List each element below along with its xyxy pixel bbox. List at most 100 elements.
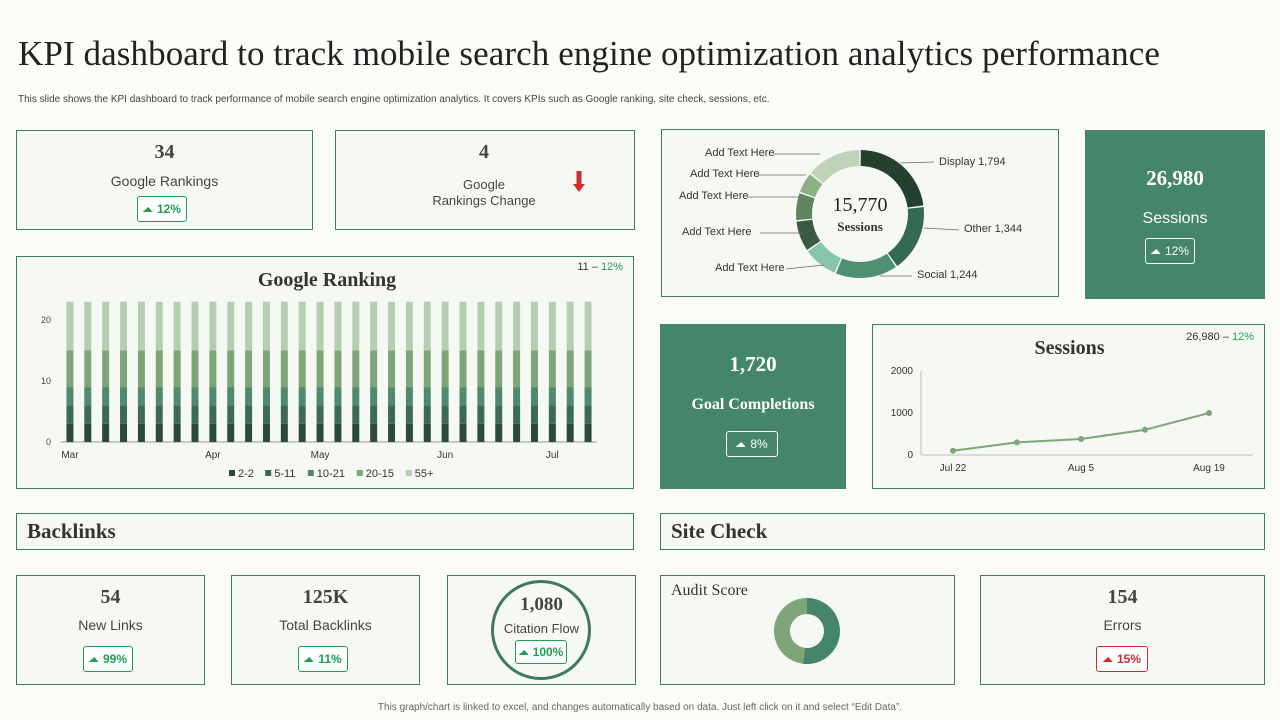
donut-slice	[800, 174, 823, 198]
bar-segment	[405, 350, 413, 388]
goal-completions-value: 1,720	[729, 352, 777, 376]
google-rankings-label: Google Rankings	[110, 173, 219, 189]
rankings-change-value: 4	[479, 141, 489, 163]
errors-card: 154 Errors 15%	[980, 575, 1265, 685]
google-rankings-value: 34	[154, 141, 175, 163]
donut-slice	[807, 241, 841, 273]
sessions-donut-card: 15,770 Sessions Display 1,794 Other 1,34…	[661, 129, 1059, 297]
legend-label: 5-11	[274, 468, 295, 480]
bar-segment	[548, 350, 556, 388]
donut-slice	[836, 253, 896, 278]
google-ranking-chart-card: Google Ranking 11 – 12% 0 10 20 Mar Apr May Ju…	[16, 256, 634, 489]
bar-segment	[513, 387, 521, 406]
bar-segment	[370, 405, 378, 424]
new-links-value: 54	[100, 586, 121, 608]
citation-flow-badge-text: 100%	[532, 645, 564, 659]
bar-segment	[477, 423, 485, 442]
audit-slice	[802, 598, 840, 664]
bar-segment	[334, 350, 342, 388]
bar-segment	[102, 405, 110, 424]
bar-segment	[120, 387, 128, 406]
bar-segment	[352, 350, 360, 388]
bar-segment	[173, 350, 181, 388]
sessions-line-chart-title: Sessions	[1034, 337, 1105, 359]
bar-segment	[191, 350, 199, 388]
bar-segment	[530, 423, 538, 442]
bar-segment	[280, 301, 288, 351]
bar-segment	[120, 350, 128, 388]
donut-label-text-5: Add Text Here	[715, 262, 785, 274]
bar-segment	[155, 387, 163, 406]
google-rankings-badge-text: 12%	[156, 202, 182, 216]
bar-segment	[120, 405, 128, 424]
sessions-line-chart-note: 26,980 – 12%	[1186, 331, 1254, 343]
google-ranking-note-pct: 12%	[600, 261, 623, 273]
page-footer: This graph/chart is linked to excel, and…	[377, 702, 903, 713]
legend-swatch	[265, 470, 272, 476]
bar-segment	[191, 423, 199, 442]
total-backlinks-badge: 11%	[298, 646, 348, 672]
citation-flow-badge: 100%	[515, 640, 567, 664]
bar-segment	[477, 301, 485, 351]
x-tick-label: Jun	[437, 450, 453, 461]
bar-segment	[262, 387, 270, 406]
legend-swatch	[307, 470, 314, 476]
y-tick-label: 0	[46, 437, 51, 447]
goal-completions-badge: 8%	[726, 431, 778, 457]
y-tick-label: 0	[907, 450, 913, 461]
bar-segment	[66, 387, 74, 406]
donut-slice	[796, 193, 815, 221]
bar-segment	[405, 387, 413, 406]
google-rankings-badge: 12%	[137, 196, 187, 222]
bar-segment	[441, 350, 449, 388]
bar-segment	[191, 405, 199, 424]
bar-segment	[102, 350, 110, 388]
bar-segment	[102, 423, 110, 442]
bar-segment	[477, 387, 485, 406]
sessions-data-point	[1014, 439, 1020, 446]
bar-segment	[280, 350, 288, 388]
bar-segment	[209, 301, 217, 351]
bar-segment	[245, 423, 253, 442]
bar-segment	[495, 301, 503, 351]
donut-center-label: Sessions	[837, 219, 883, 234]
bar-segment	[548, 423, 556, 442]
audit-score-label: Audit Score	[671, 582, 748, 599]
bar-segment	[137, 387, 145, 406]
bar-segment	[316, 301, 324, 351]
total-backlinks-card: 125K Total Backlinks 11%	[231, 575, 420, 685]
new-links-badge: 99%	[83, 646, 133, 672]
bar-segment	[405, 405, 413, 424]
bar-segment	[513, 350, 521, 388]
bar-segment	[548, 387, 556, 406]
donut-slice	[796, 219, 821, 250]
bar-segment	[584, 423, 592, 442]
sessions-note-prefix: 26,980 –	[1186, 331, 1232, 343]
bar-segment	[334, 423, 342, 442]
bar-segment	[370, 350, 378, 388]
bar-segment	[513, 301, 521, 351]
rankings-change-card: 4 Google Rankings Change	[335, 130, 635, 230]
new-links-label: New Links	[78, 617, 143, 633]
donut-slice	[860, 150, 924, 208]
bar-segment	[191, 301, 199, 351]
bar-segment	[173, 423, 181, 442]
y-tick-label: 10	[41, 376, 51, 386]
page-title: KPI dashboard to track mobile search eng…	[18, 34, 1160, 73]
bar-segment	[423, 405, 431, 424]
bar-segment	[137, 423, 145, 442]
bar-segment	[423, 387, 431, 406]
x-tick-label: Aug 19	[1193, 463, 1225, 474]
x-tick-label: Jul	[546, 450, 559, 461]
google-rankings-card: 34 Google Rankings 12%	[16, 130, 313, 230]
sessions-kpi-badge: 12%	[1145, 238, 1195, 264]
goal-completions-label: Goal Completions	[691, 396, 815, 413]
bar-segment	[84, 405, 92, 424]
bar-segment	[137, 405, 145, 424]
bar-segment	[245, 387, 253, 406]
bar-segment	[155, 301, 163, 351]
bar-segment	[477, 405, 485, 424]
sessions-data-point	[1206, 410, 1212, 416]
bar-segment	[120, 423, 128, 442]
sessions-donut-chart	[748, 150, 960, 278]
